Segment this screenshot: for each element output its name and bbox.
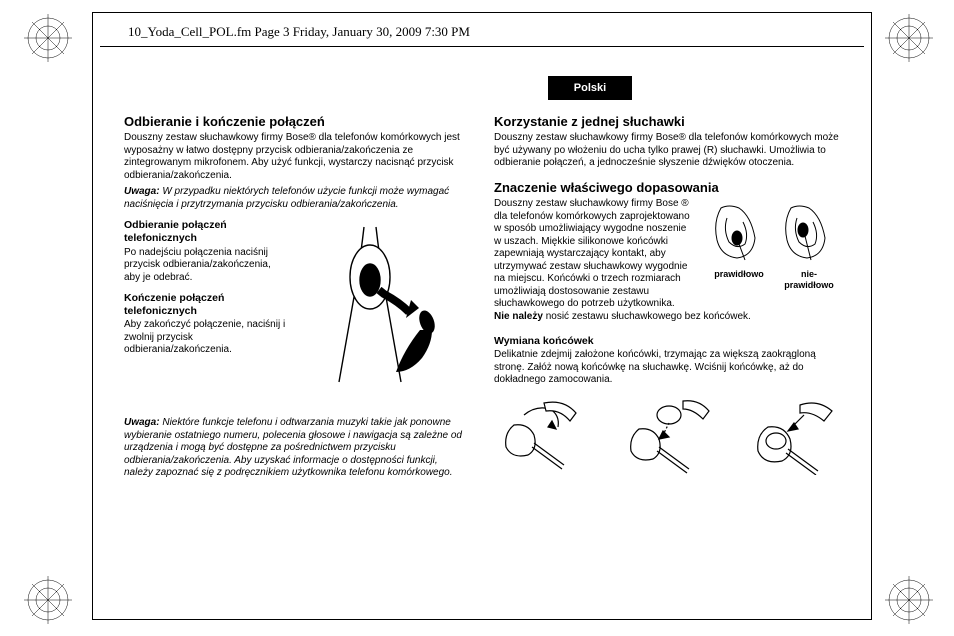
crop-mark-tl <box>24 14 72 62</box>
illustration-tips-row <box>494 395 844 475</box>
note-1: Uwaga: W przypadku niektórych telefonów … <box>124 186 466 211</box>
content-area: Odbieranie i kończenie połączeń Douszny … <box>124 114 844 484</box>
tip-step-1 <box>494 395 594 475</box>
para-fit-text: Douszny zestaw słuchawkowy firmy Bose ® … <box>494 198 690 309</box>
heading-end: Kończenie połączeń telefonicznych <box>124 292 289 318</box>
note-1-text: W przypadku niektórych telefonów użycie … <box>124 186 449 210</box>
header-rule <box>100 46 864 47</box>
para-answer-end: Douszny zestaw słuchawkowy firmy Bose® d… <box>124 132 466 182</box>
crop-mark-bl <box>24 576 72 624</box>
tip-step-2 <box>619 395 719 475</box>
para-answer: Po nadejściu połączenia naciśnij przycis… <box>124 247 289 285</box>
ear-labels: prawidłowo nie- prawidłowo <box>704 269 844 292</box>
heading-single: Korzystanie z jednej słuchawki <box>494 114 844 130</box>
illustration-button <box>301 219 466 389</box>
heading-fit: Znaczenie właściwego dopasowania <box>494 180 844 196</box>
heading-answer: Odbieranie połączeń telefonicznych <box>124 219 289 245</box>
note-2-label: Uwaga: <box>124 417 160 428</box>
right-column: Korzystanie z jednej słuchawki Douszny z… <box>494 114 844 484</box>
note-1-label: Uwaga: <box>124 186 160 197</box>
page: 10_Yoda_Cell_POL.fm Page 3 Friday, Janua… <box>0 0 954 636</box>
note-2: Uwaga: Niektóre funkcje telefonu i odtwa… <box>124 417 466 480</box>
tip-step-3 <box>744 395 844 475</box>
left-subsections: Odbieranie połączeń telefonicznych Po na… <box>124 219 289 357</box>
illustration-ears: prawidłowo nie- prawidłowo <box>704 200 844 291</box>
para-end: Aby zakończyć połączenie, naciśnij i zwo… <box>124 319 289 357</box>
heading-tips: Wymiana końcówek <box>494 335 844 348</box>
label-correct: prawidłowo <box>714 269 764 292</box>
note-2-text: Niektóre funkcje telefonu i odtwarzania … <box>124 417 462 478</box>
fit-bold: Nie należy <box>494 311 543 322</box>
fit-tail: nosić zestawu słuchawkowego bez końcówek… <box>543 311 751 322</box>
crop-mark-tr <box>885 14 933 62</box>
header-text: 10_Yoda_Cell_POL.fm Page 3 Friday, Janua… <box>128 24 470 40</box>
para-tips: Delikatnie zdejmij założone końcówki, tr… <box>494 349 844 387</box>
heading-answer-end: Odbieranie i kończenie połączeń <box>124 114 466 130</box>
para-single: Douszny zestaw słuchawkowy firmy Bose® d… <box>494 132 844 170</box>
label-incorrect: nie- prawidłowo <box>784 269 834 292</box>
language-tab: Polski <box>548 76 632 100</box>
left-column: Odbieranie i kończenie połączeń Douszny … <box>124 114 466 484</box>
crop-mark-br <box>885 576 933 624</box>
